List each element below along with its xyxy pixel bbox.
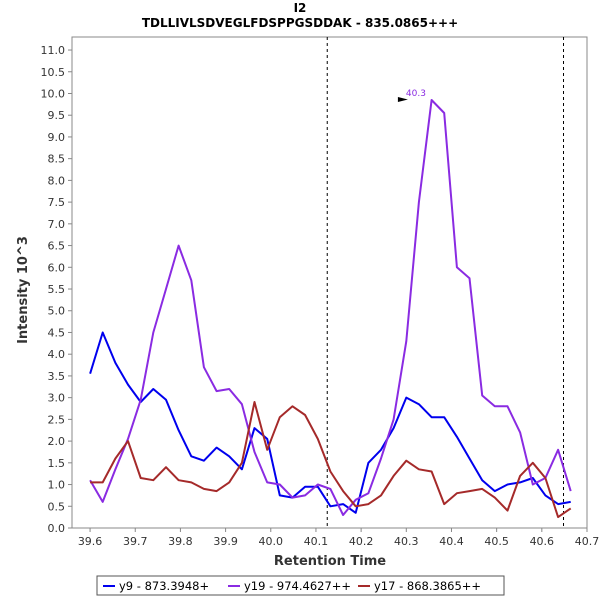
y-tick-label: 1.5 <box>48 457 66 470</box>
chart-title: I2 <box>294 1 307 15</box>
plot-area <box>71 36 588 529</box>
y-tick-label: 5.0 <box>48 305 66 318</box>
y-tick-label: 5.5 <box>48 283 66 296</box>
legend-entry-label: y9 - 873.3948+ <box>119 579 209 593</box>
y-axis: 0.0 0.5 1.0 1.5 2.0 2.5 3.0 3.5 4.0 4.5 5.0 5.5 6.0 6… <box>41 44 72 535</box>
x-tick-label: 40.3 <box>394 535 419 548</box>
y-tick-label: 0.0 <box>48 522 66 535</box>
y-tick-label: 2.5 <box>48 413 66 426</box>
x-tick-label: 40.4 <box>439 535 464 548</box>
x-tick-label: 39.7 <box>123 535 148 548</box>
y-tick-label: 9.0 <box>48 131 66 144</box>
x-axis-label: Retention Time <box>274 554 386 569</box>
reference-lines <box>326 37 565 528</box>
x-tick-label: 40.7 <box>575 535 600 548</box>
y-tick-label: 7.0 <box>48 218 66 231</box>
x-tick-label: 40.2 <box>349 535 374 548</box>
legend-entry-label: y17 - 868.3865++ <box>374 579 481 593</box>
y-tick-label: 7.5 <box>48 196 66 209</box>
x-axis: 39.6 39.7 39.8 39.9 40.0 40.1 40.2 40.3 40.4 40.5… <box>78 528 599 548</box>
y-tick-label: 10.0 <box>41 87 66 100</box>
x-tick-label: 39.6 <box>78 535 103 548</box>
series-line-1 <box>89 331 571 514</box>
legend-box <box>96 575 505 596</box>
legend: y9 - 873.3948+ y19 - 974.4627++ y17 - 868.… <box>103 579 481 593</box>
y-tick-label: 6.0 <box>48 261 66 274</box>
series-lines <box>89 99 572 519</box>
y-tick-label: 1.0 <box>48 479 66 492</box>
y-tick-label: 8.0 <box>48 174 66 187</box>
y-tick-label: 4.0 <box>48 348 66 361</box>
peak-annotation-label: 40.3 <box>406 89 426 99</box>
y-tick-label: 6.5 <box>48 240 66 253</box>
y-tick-label: 0.5 <box>48 500 66 513</box>
x-tick-label: 40.5 <box>484 535 509 548</box>
x-tick-label: 40.6 <box>530 535 555 548</box>
y-tick-label: 11.0 <box>41 44 66 57</box>
y-tick-label: 4.5 <box>48 326 66 339</box>
y-axis-label: Intensity 10^3 <box>16 236 31 344</box>
series-line-3 <box>90 401 572 519</box>
y-tick-label: 9.5 <box>48 109 66 122</box>
y-tick-label: 10.5 <box>41 66 66 79</box>
y-tick-label: 2.0 <box>48 435 66 448</box>
legend-entry-label: y19 - 974.4627++ <box>244 579 351 593</box>
y-tick-label: 3.0 <box>48 392 66 405</box>
annotations: 40.3 <box>397 89 426 103</box>
y-tick-label: 3.5 <box>48 370 66 383</box>
chart-subtitle: TDLLIVLSDVEGLFDSPPGSDDAK - 835.0865+++ <box>142 16 458 30</box>
x-tick-label: 40.1 <box>304 535 329 548</box>
x-tick-label: 40.0 <box>259 535 284 548</box>
x-tick-label: 39.8 <box>168 535 193 548</box>
x-tick-label: 39.9 <box>213 535 238 548</box>
peak-marker-arrow <box>397 97 408 103</box>
series-line-2 <box>89 99 572 516</box>
y-tick-label: 8.5 <box>48 153 66 166</box>
